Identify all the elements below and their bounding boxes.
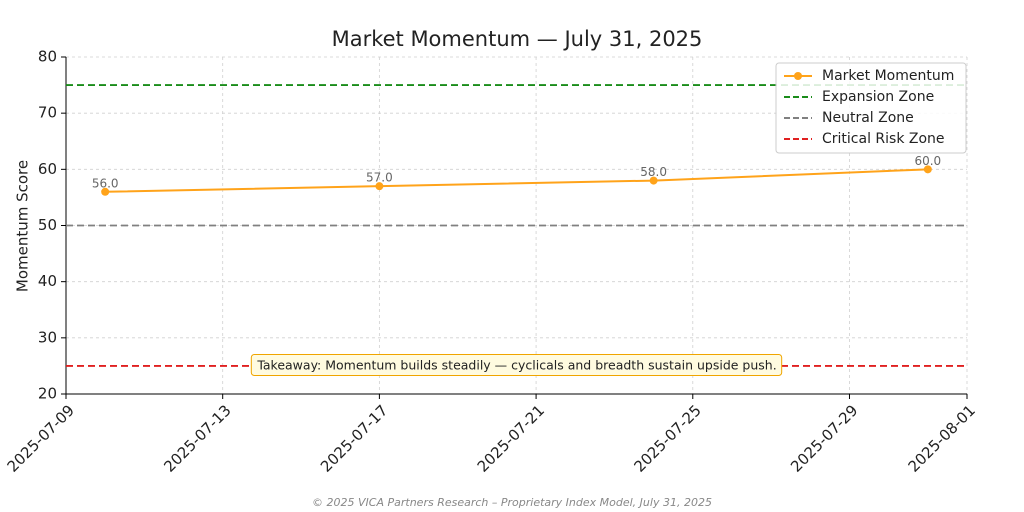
y-tick-label: 40: [38, 272, 57, 290]
data-point: [923, 165, 932, 174]
chart-title: Market Momentum — July 31, 2025: [332, 27, 703, 51]
x-tick-label: 2025-07-09: [4, 401, 78, 475]
legend-label: Neutral Zone: [822, 110, 914, 126]
y-tick-label: 80: [38, 48, 57, 66]
series-line: [105, 168, 928, 193]
data-label: 58.0: [640, 165, 667, 179]
x-tick-label: 2025-07-21: [474, 401, 548, 475]
y-axis-label: Momentum Score: [14, 160, 32, 292]
data-point: [101, 187, 110, 196]
x-tick-label: 2025-07-13: [160, 401, 234, 475]
data-point: [649, 176, 658, 185]
x-tick-label: 2025-07-25: [630, 401, 704, 475]
data-point: [375, 182, 384, 191]
y-tick-label: 50: [38, 216, 57, 234]
legend-label: Critical Risk Zone: [822, 131, 945, 147]
y-tick-label: 20: [38, 385, 57, 403]
x-tick-label: 2025-07-17: [317, 401, 391, 475]
legend-box: [775, 62, 967, 154]
footer: © 2025 VICA Partners Research – Propriet…: [312, 496, 712, 509]
legend-label: Market Momentum: [822, 68, 954, 84]
annotation-text: Takeaway: Momentum builds steadily — cyc…: [256, 358, 776, 373]
data-label: 60.0: [914, 154, 941, 168]
x-tick-label: 2025-08-01: [905, 401, 979, 475]
data-label: 56.0: [92, 176, 119, 190]
y-tick-label: 30: [38, 328, 57, 346]
data-label: 57.0: [366, 171, 393, 185]
y-tick-label: 60: [38, 160, 57, 178]
annotation-box: [250, 354, 783, 376]
legend-label: Expansion Zone: [822, 89, 934, 105]
y-tick-label: 70: [38, 104, 57, 122]
legend: Market Momentum Expansion Zone Neutral Zon…: [775, 62, 967, 154]
x-tick-label: 2025-07-29: [787, 401, 861, 475]
legend-marker: [794, 72, 802, 80]
annotation: Takeaway: Momentum builds steadily — cyc…: [250, 354, 783, 376]
